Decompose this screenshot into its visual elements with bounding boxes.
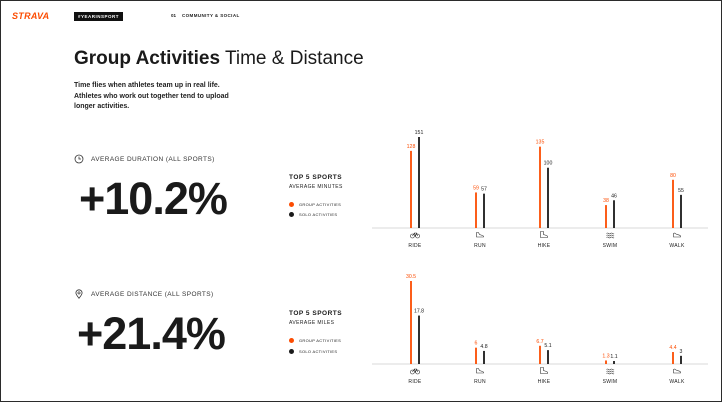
data-label: 6 [475,341,478,347]
intro-text: Time flies when athletes team up in real… [74,82,229,110]
data-label: 135 [536,140,545,146]
category-label-run: RUN [474,243,486,249]
data-label: 55 [678,188,684,194]
data-label: 4.4 [669,345,676,351]
swim-icon [606,368,615,375]
data-label: 4.8 [480,344,487,350]
map-pin-icon [74,289,84,299]
group-bar-walk [672,179,674,228]
bike-icon [410,368,420,375]
data-label: 46 [611,193,617,199]
category-label-hike: HIKE [538,243,551,249]
solo-bar-hike [547,167,549,228]
group-bar-swim [605,205,607,228]
solo-bar-ride [418,137,420,228]
group-bar-ride [410,150,412,228]
shoe-icon [476,368,484,374]
boot-icon [540,367,548,374]
category-label-ride: RIDE [408,243,422,249]
chart1-legend-group: GROUP ACTIVITIES [289,202,341,207]
page-title: Group Activities Time & Distance [74,48,364,70]
title-bold: Group Activities [74,48,221,69]
category-label-walk: WALK [669,243,685,249]
solo-bar-swim [613,200,615,228]
legend-solo-text: SOLO ACTIVITIES [299,212,338,217]
duration-label-text: AVERAGE DURATION (ALL SPORTS) [91,155,215,163]
solo-bar-walk [680,194,682,228]
data-label: 100 [544,161,553,167]
chart2-legend-group: GROUP ACTIVITIES [289,338,341,343]
chart2-legend-solo: SOLO ACTIVITIES [289,349,337,354]
chart2-title: TOP 5 SPORTS [289,310,343,317]
group-bar-hike [539,345,541,364]
data-label: 59 [473,185,479,191]
legend-solo-text: SOLO ACTIVITIES [299,349,338,354]
distance-value: +21.4% [77,308,226,359]
chart2-subtitle: AVERAGE MILES [289,320,335,326]
data-label: 151 [415,130,424,136]
walk-shoe-icon [673,368,681,374]
legend-group-text: GROUP ACTIVITIES [299,202,342,207]
solo-bar-run [483,350,485,364]
year-in-sport-tag: #YEARINSPORT [74,12,124,21]
group-bar-hike [539,146,541,228]
category-label-run: RUN [474,379,486,385]
data-label: 3 [680,349,683,355]
walk-shoe-icon [673,232,681,238]
duration-value: +10.2% [79,173,228,224]
section-number: 01 [171,13,177,18]
solo-bar-ride [418,315,420,364]
clock-icon [74,154,84,164]
chart1-legend-solo: SOLO ACTIVITIES [289,212,337,217]
data-label: 30.5 [406,274,416,280]
strava-logo[interactable]: STRAVA [12,11,50,21]
chart1-title: TOP 5 SPORTS [289,174,343,181]
shoe-icon [476,232,484,238]
data-label: 57 [481,187,487,193]
group-bar-swim [605,360,607,364]
title-light: Time & Distance [224,48,364,69]
data-label: 6.7 [536,339,543,345]
data-label: 38 [603,198,609,204]
data-label: 1.3 [602,353,609,359]
group-bar-ride [410,281,412,364]
group-dot [289,338,294,343]
duration-metric-label: AVERAGE DURATION (ALL SPORTS) [74,154,215,164]
group-dot [289,202,294,207]
legend-group-text: GROUP ACTIVITIES [299,338,342,343]
data-label: 128 [407,144,416,150]
distance-metric-label: AVERAGE DISTANCE (ALL SPORTS) [74,289,214,299]
chart1-subtitle: AVERAGE MINUTES [289,184,343,190]
group-bar-run [475,347,477,364]
category-label-swim: SWIM [603,243,618,249]
section-name: COMMUNITY & SOCIAL [182,13,240,18]
solo-bar-run [483,193,485,228]
boot-icon [540,231,548,238]
category-label-walk: WALK [669,379,685,385]
distance-label-text: AVERAGE DISTANCE (ALL SPORTS) [91,290,214,298]
category-label-hike: HIKE [538,379,551,385]
data-label: 80 [670,173,676,179]
solo-dot [289,349,294,354]
solo-bar-walk [680,355,682,364]
data-label: 17.8 [414,309,424,315]
data-label: 1.1 [610,354,617,360]
group-bar-run [475,192,477,228]
group-bar-walk [672,352,674,364]
data-label: 5.1 [544,343,551,349]
solo-bar-hike [547,350,549,364]
category-label-swim: SWIM [603,379,618,385]
solo-bar-swim [613,361,615,364]
category-label-ride: RIDE [408,379,422,385]
swim-icon [606,232,615,239]
solo-dot [289,212,294,217]
bike-icon [410,232,420,239]
